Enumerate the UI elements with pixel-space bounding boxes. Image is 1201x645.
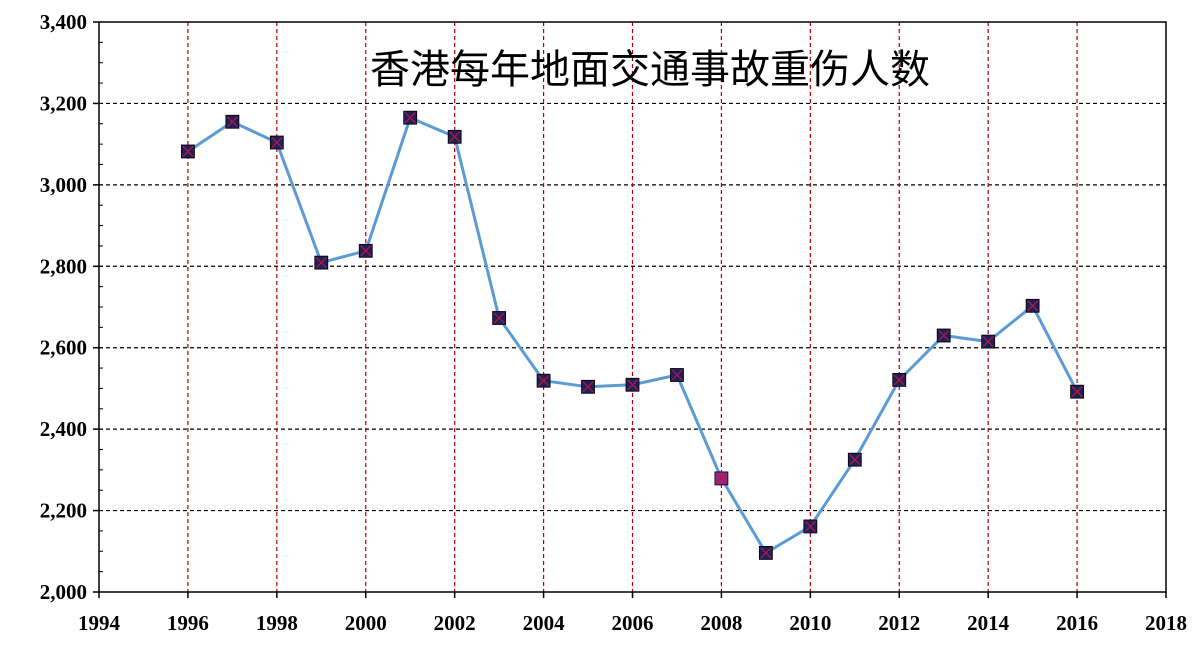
point-cross <box>893 374 905 386</box>
y-tick-label: 2,400 <box>40 417 87 441</box>
data-point-2005 <box>581 379 595 394</box>
point-cross <box>582 381 594 393</box>
data-point-2011 <box>847 452 862 467</box>
y-tick-label: 2,000 <box>40 580 87 604</box>
data-point-1998 <box>269 135 284 150</box>
data-point-2013 <box>936 328 951 343</box>
point-cross <box>760 547 772 559</box>
point-cross <box>804 521 816 532</box>
chart-title: 香港每年地面交通事故重伤人数 <box>370 47 930 93</box>
x-tick-label: 2004 <box>523 611 566 635</box>
y-tick-label: 2,600 <box>40 336 87 360</box>
point-cross <box>271 137 283 148</box>
point-cross <box>938 330 950 341</box>
x-tick-label: 2018 <box>1145 611 1187 635</box>
point-cross <box>1027 300 1039 312</box>
point-cross <box>627 379 638 391</box>
x-tick-label: 1996 <box>167 611 209 635</box>
point-cross <box>404 112 416 124</box>
x-tick-label: 2002 <box>434 611 476 635</box>
y-tick-label: 2,800 <box>40 254 87 278</box>
series-layer <box>181 110 1084 560</box>
x-tick-label: 2008 <box>700 611 742 635</box>
point-cross <box>1071 386 1083 398</box>
point-cross <box>449 131 461 143</box>
y-tick-label: 3,400 <box>40 10 87 34</box>
point-cross <box>493 312 505 324</box>
x-tick-label: 2016 <box>1056 611 1098 635</box>
x-tick-label: 1994 <box>78 611 121 635</box>
data-point-2002 <box>447 129 462 144</box>
x-tick-label: 2014 <box>967 611 1010 635</box>
data-point-2014 <box>981 334 996 349</box>
data-point-2016 <box>1070 384 1084 399</box>
x-tick-label: 1998 <box>256 611 298 635</box>
data-point-2003 <box>492 311 507 325</box>
y-tick-label: 3,000 <box>40 173 87 197</box>
data-point-2008 <box>714 471 729 486</box>
data-point-2010 <box>803 519 818 534</box>
data-point-2009 <box>758 546 773 560</box>
point-cross <box>182 146 194 157</box>
point-cross <box>982 336 994 348</box>
y-tick-label: 3,200 <box>40 91 87 115</box>
x-tick-label: 2012 <box>878 611 920 635</box>
data-point-2001 <box>403 110 418 125</box>
point-cross <box>671 369 683 381</box>
data-point-2007 <box>670 368 684 382</box>
data-point-1999 <box>314 255 329 270</box>
data-point-2015 <box>1025 298 1040 313</box>
y-tick-label: 2,200 <box>40 499 87 523</box>
x-axis-ticks: 1994 1996 1998 2000 2002 2004 2006 2008 2010 2012… <box>78 592 1187 635</box>
x-tick-label: 2010 <box>789 611 831 635</box>
data-point-1997 <box>225 114 240 129</box>
y-axis-ticks: 2,000 2,200 2,400 2,600 2,800 3,000 3,200 3,400 <box>40 10 99 604</box>
point-cross <box>226 116 238 128</box>
data-point-2004 <box>536 373 551 388</box>
point-cross <box>315 257 327 269</box>
x-tick-label: 2006 <box>612 611 654 635</box>
data-point-2006 <box>625 377 640 392</box>
data-point-2012 <box>892 372 907 387</box>
point-cross <box>715 472 727 484</box>
point-cross <box>538 375 550 387</box>
x-tick-label: 2000 <box>345 611 387 635</box>
point-cross <box>849 454 861 466</box>
point-cross <box>360 245 372 257</box>
data-point-2000 <box>358 243 373 258</box>
grid-lines <box>99 22 1166 592</box>
data-point-1996 <box>181 144 195 159</box>
